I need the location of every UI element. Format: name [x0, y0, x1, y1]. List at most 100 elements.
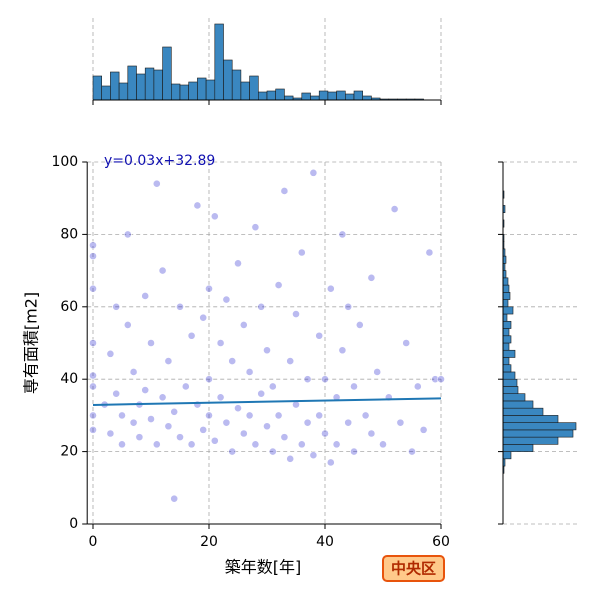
scatter-point [176, 302, 184, 311]
scatter-point [210, 436, 219, 445]
scatter-point [152, 440, 161, 449]
scatter-point [129, 368, 138, 376]
scatter-point [268, 447, 277, 456]
badge: 中央区 [391, 560, 436, 578]
scatter-point [431, 375, 440, 384]
scatter-point [181, 382, 190, 391]
scatter-point [309, 451, 318, 460]
scatter-point [193, 201, 202, 210]
scatter-point [332, 440, 341, 449]
scatter-point [234, 259, 242, 268]
histogram-bar [153, 69, 163, 101]
scatter-point [158, 393, 167, 402]
scatter-point [141, 386, 150, 394]
scatter-point [164, 357, 173, 365]
scatter-point [297, 248, 306, 257]
histogram-bar [502, 313, 508, 322]
histogram-bar [336, 90, 346, 101]
scatter-point [228, 447, 237, 456]
x-tick-label: 40 [316, 534, 334, 550]
badge-box [382, 555, 445, 582]
scatter-point [123, 320, 132, 329]
scatter-point [263, 422, 271, 431]
scatter-point [390, 205, 399, 213]
scatter-point [245, 368, 254, 376]
histogram-bar [118, 82, 129, 101]
y-tick-label: 20 [60, 444, 78, 460]
regression-line [92, 397, 442, 406]
scatter-point [129, 418, 138, 427]
histogram-bar [353, 90, 363, 101]
scatter-point [419, 425, 428, 434]
histogram-bar [502, 378, 518, 387]
y-tick-label: 40 [60, 371, 78, 387]
scatter-point [228, 357, 237, 365]
scatter-point [141, 292, 150, 300]
histogram-bar [231, 69, 242, 101]
histogram-bar [502, 386, 519, 394]
histogram-bar [502, 422, 577, 431]
scatter-point [280, 433, 289, 442]
y-tick-label: 100 [51, 154, 78, 170]
scatter-point [152, 179, 161, 188]
scatter-point [170, 407, 179, 416]
scatter-point [89, 252, 97, 261]
scatter-point [326, 458, 335, 467]
scatter-point [239, 320, 248, 329]
histogram-bar [223, 59, 233, 101]
scatter-point [361, 411, 370, 420]
scatter-point [187, 331, 196, 340]
scatter-point [89, 284, 97, 293]
scatter-point [367, 429, 376, 438]
histogram-bar [275, 88, 285, 101]
histogram-bar [110, 71, 120, 101]
y-axis-label: 専有面積[m2] [22, 292, 41, 394]
histogram-bar [502, 306, 514, 315]
scatter-point [303, 418, 312, 427]
scatter-point [205, 411, 213, 420]
x-tick-label: 0 [89, 534, 98, 550]
scatter-point [309, 168, 318, 177]
histogram-bar [502, 407, 544, 416]
histogram-bar [502, 371, 516, 380]
y-tick-label: 60 [60, 299, 78, 315]
histogram-bar [101, 85, 111, 101]
scatter-point [106, 349, 115, 358]
histogram-bar [179, 84, 189, 101]
scatter-point [297, 440, 306, 449]
scatter-point [280, 187, 289, 195]
histogram-bar [284, 95, 294, 101]
histogram-bar [144, 67, 155, 101]
histogram-bar [502, 357, 510, 366]
scatter-point [210, 212, 219, 221]
histogram-bar [318, 90, 329, 101]
scatter-point [268, 382, 277, 391]
scatter-point [274, 411, 283, 420]
scatter-point [147, 339, 155, 347]
scatter-point [350, 447, 358, 456]
scatter-point [112, 302, 121, 311]
scatter-point [350, 382, 358, 391]
scatter-point [245, 411, 254, 420]
scatter-point [257, 302, 266, 311]
histogram-bar [502, 415, 559, 423]
y-tick-label: 80 [60, 226, 78, 242]
scatter-point [408, 447, 416, 456]
histogram-bar [310, 95, 320, 101]
histogram-bar [136, 73, 146, 101]
histogram-bar [162, 46, 172, 101]
histogram-bar [502, 299, 509, 308]
histogram-bar [502, 349, 516, 358]
scatter-point [222, 295, 231, 304]
scatter-point [205, 375, 213, 384]
scatter-point [135, 433, 144, 442]
scatter-point [373, 368, 382, 376]
scatter-point [355, 320, 364, 329]
scatter-point [338, 346, 347, 355]
histogram-bar [127, 65, 137, 101]
scatter-point [315, 331, 324, 340]
scatter-point [286, 357, 295, 365]
histogram-bar [92, 75, 102, 101]
scatter-point [216, 393, 225, 402]
scatter-point [118, 411, 126, 420]
